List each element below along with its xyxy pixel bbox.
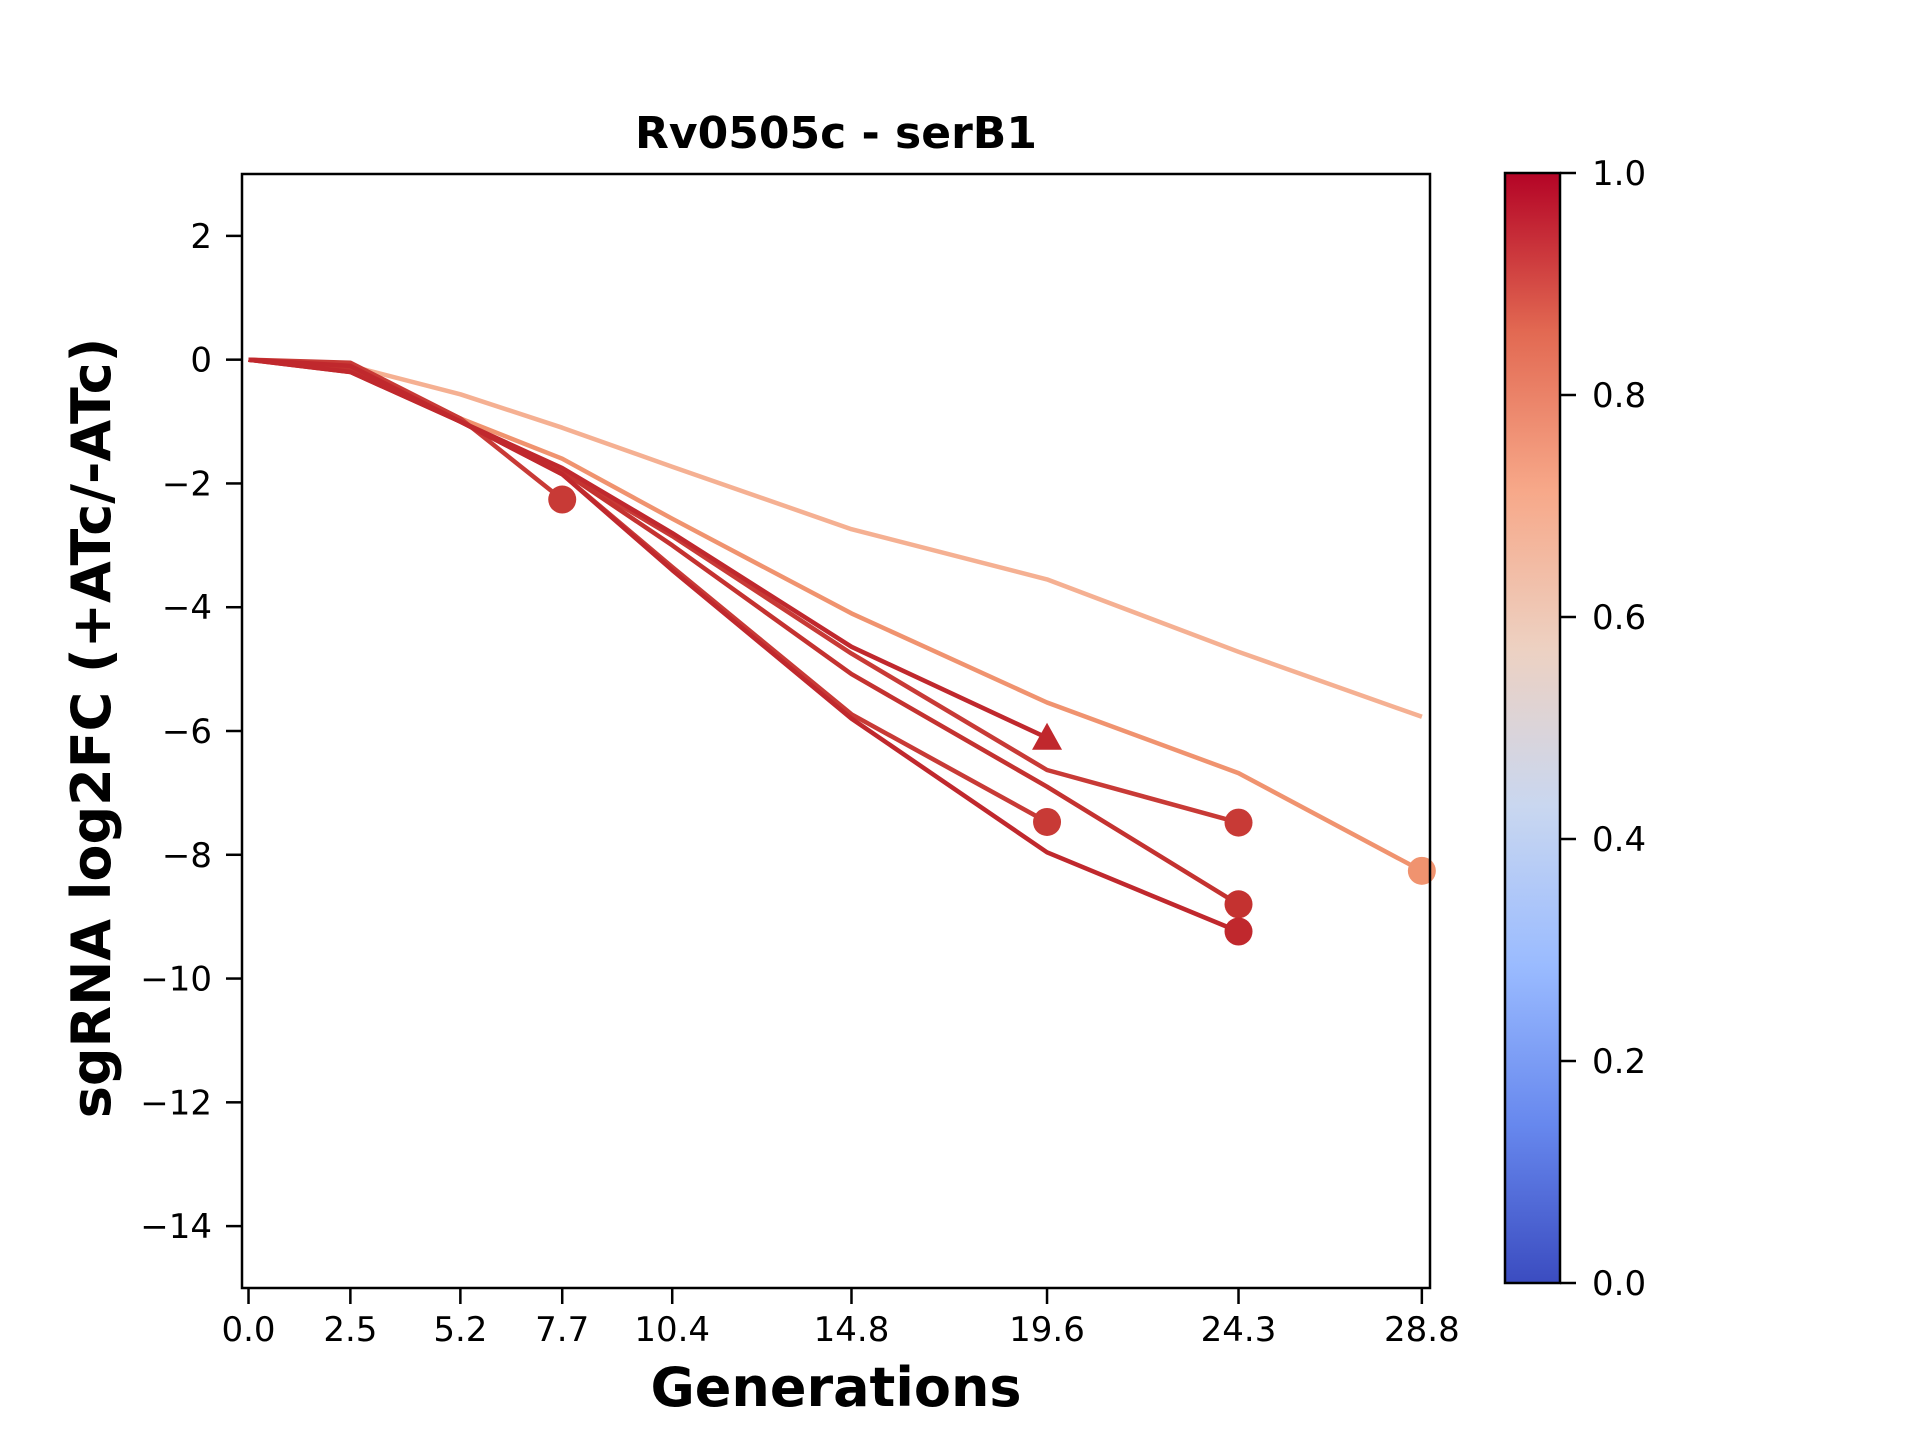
series-line-1 (248, 357, 1423, 719)
y-tick-label: −6 (162, 712, 212, 752)
series-end-marker-8 (1224, 917, 1253, 946)
x-tick-label: 5.2 (433, 1310, 487, 1350)
colorbar-tick-label: 1.0 (1592, 154, 1646, 194)
x-axis-ticks: 0.0 2.5 5.2 7.7 10.4 14.8 19.6 24.3 28.8 (221, 1288, 1460, 1350)
series-line-2 (248, 357, 1423, 873)
plot-lines (248, 357, 1423, 934)
series-line-5 (248, 357, 1240, 825)
y-tick-label: −4 (162, 588, 212, 628)
y-tick-label: 0 (190, 341, 212, 381)
colorbar-tick-label: 0.2 (1592, 1042, 1646, 1082)
series-end-marker-4 (1032, 722, 1063, 750)
x-tick-label: 7.7 (535, 1310, 589, 1350)
x-tick-label: 14.8 (814, 1310, 890, 1350)
colorbar-gradient (1503, 171, 1562, 1285)
x-tick-label: 0.0 (221, 1310, 275, 1350)
y-tick-label: −12 (140, 1083, 212, 1123)
colorbar-tick-label: 0.8 (1592, 376, 1646, 416)
series-end-marker-5 (1224, 808, 1253, 837)
x-tick-label: 24.3 (1201, 1310, 1277, 1350)
colorbar-tick-label: 0.0 (1592, 1264, 1646, 1304)
series-end-marker-7 (1033, 807, 1062, 836)
y-tick-label: 2 (190, 217, 212, 257)
y-tick-label: −10 (140, 960, 212, 1000)
colorbar: 1.0 0.8 0.6 0.4 0.2 0.0 (1503, 154, 1646, 1304)
y-tick-label: −8 (162, 836, 212, 876)
x-tick-label: 28.8 (1384, 1310, 1460, 1350)
colorbar-tick-label: 0.4 (1592, 820, 1646, 860)
x-tick-label: 10.4 (634, 1310, 710, 1350)
y-tick-label: −2 (162, 464, 212, 504)
y-axis-label: sgRNA log2FC (+ATc/-ATc) (60, 338, 123, 1119)
series-end-marker-3 (548, 485, 577, 514)
colorbar-ticks: 1.0 0.8 0.6 0.4 0.2 0.0 (1560, 154, 1646, 1304)
chart-title: Rv0505c - serB1 (635, 108, 1037, 159)
x-tick-label: 2.5 (323, 1310, 377, 1350)
series-line-8 (248, 357, 1240, 934)
y-tick-label: −14 (140, 1207, 212, 1247)
series-end-marker-6 (1224, 890, 1253, 919)
y-axis-ticks: 2 0 −2 −4 −6 −8 −10 −12 −14 (140, 217, 242, 1247)
series-line-7 (248, 357, 1049, 824)
x-tick-label: 19.6 (1009, 1310, 1085, 1350)
x-axis-label: Generations (650, 1356, 1021, 1419)
series-line-4 (248, 357, 1048, 740)
series-end-marker-2 (1407, 856, 1436, 885)
colorbar-tick-label: 0.6 (1592, 598, 1646, 638)
plot-frame (240, 172, 1432, 1290)
